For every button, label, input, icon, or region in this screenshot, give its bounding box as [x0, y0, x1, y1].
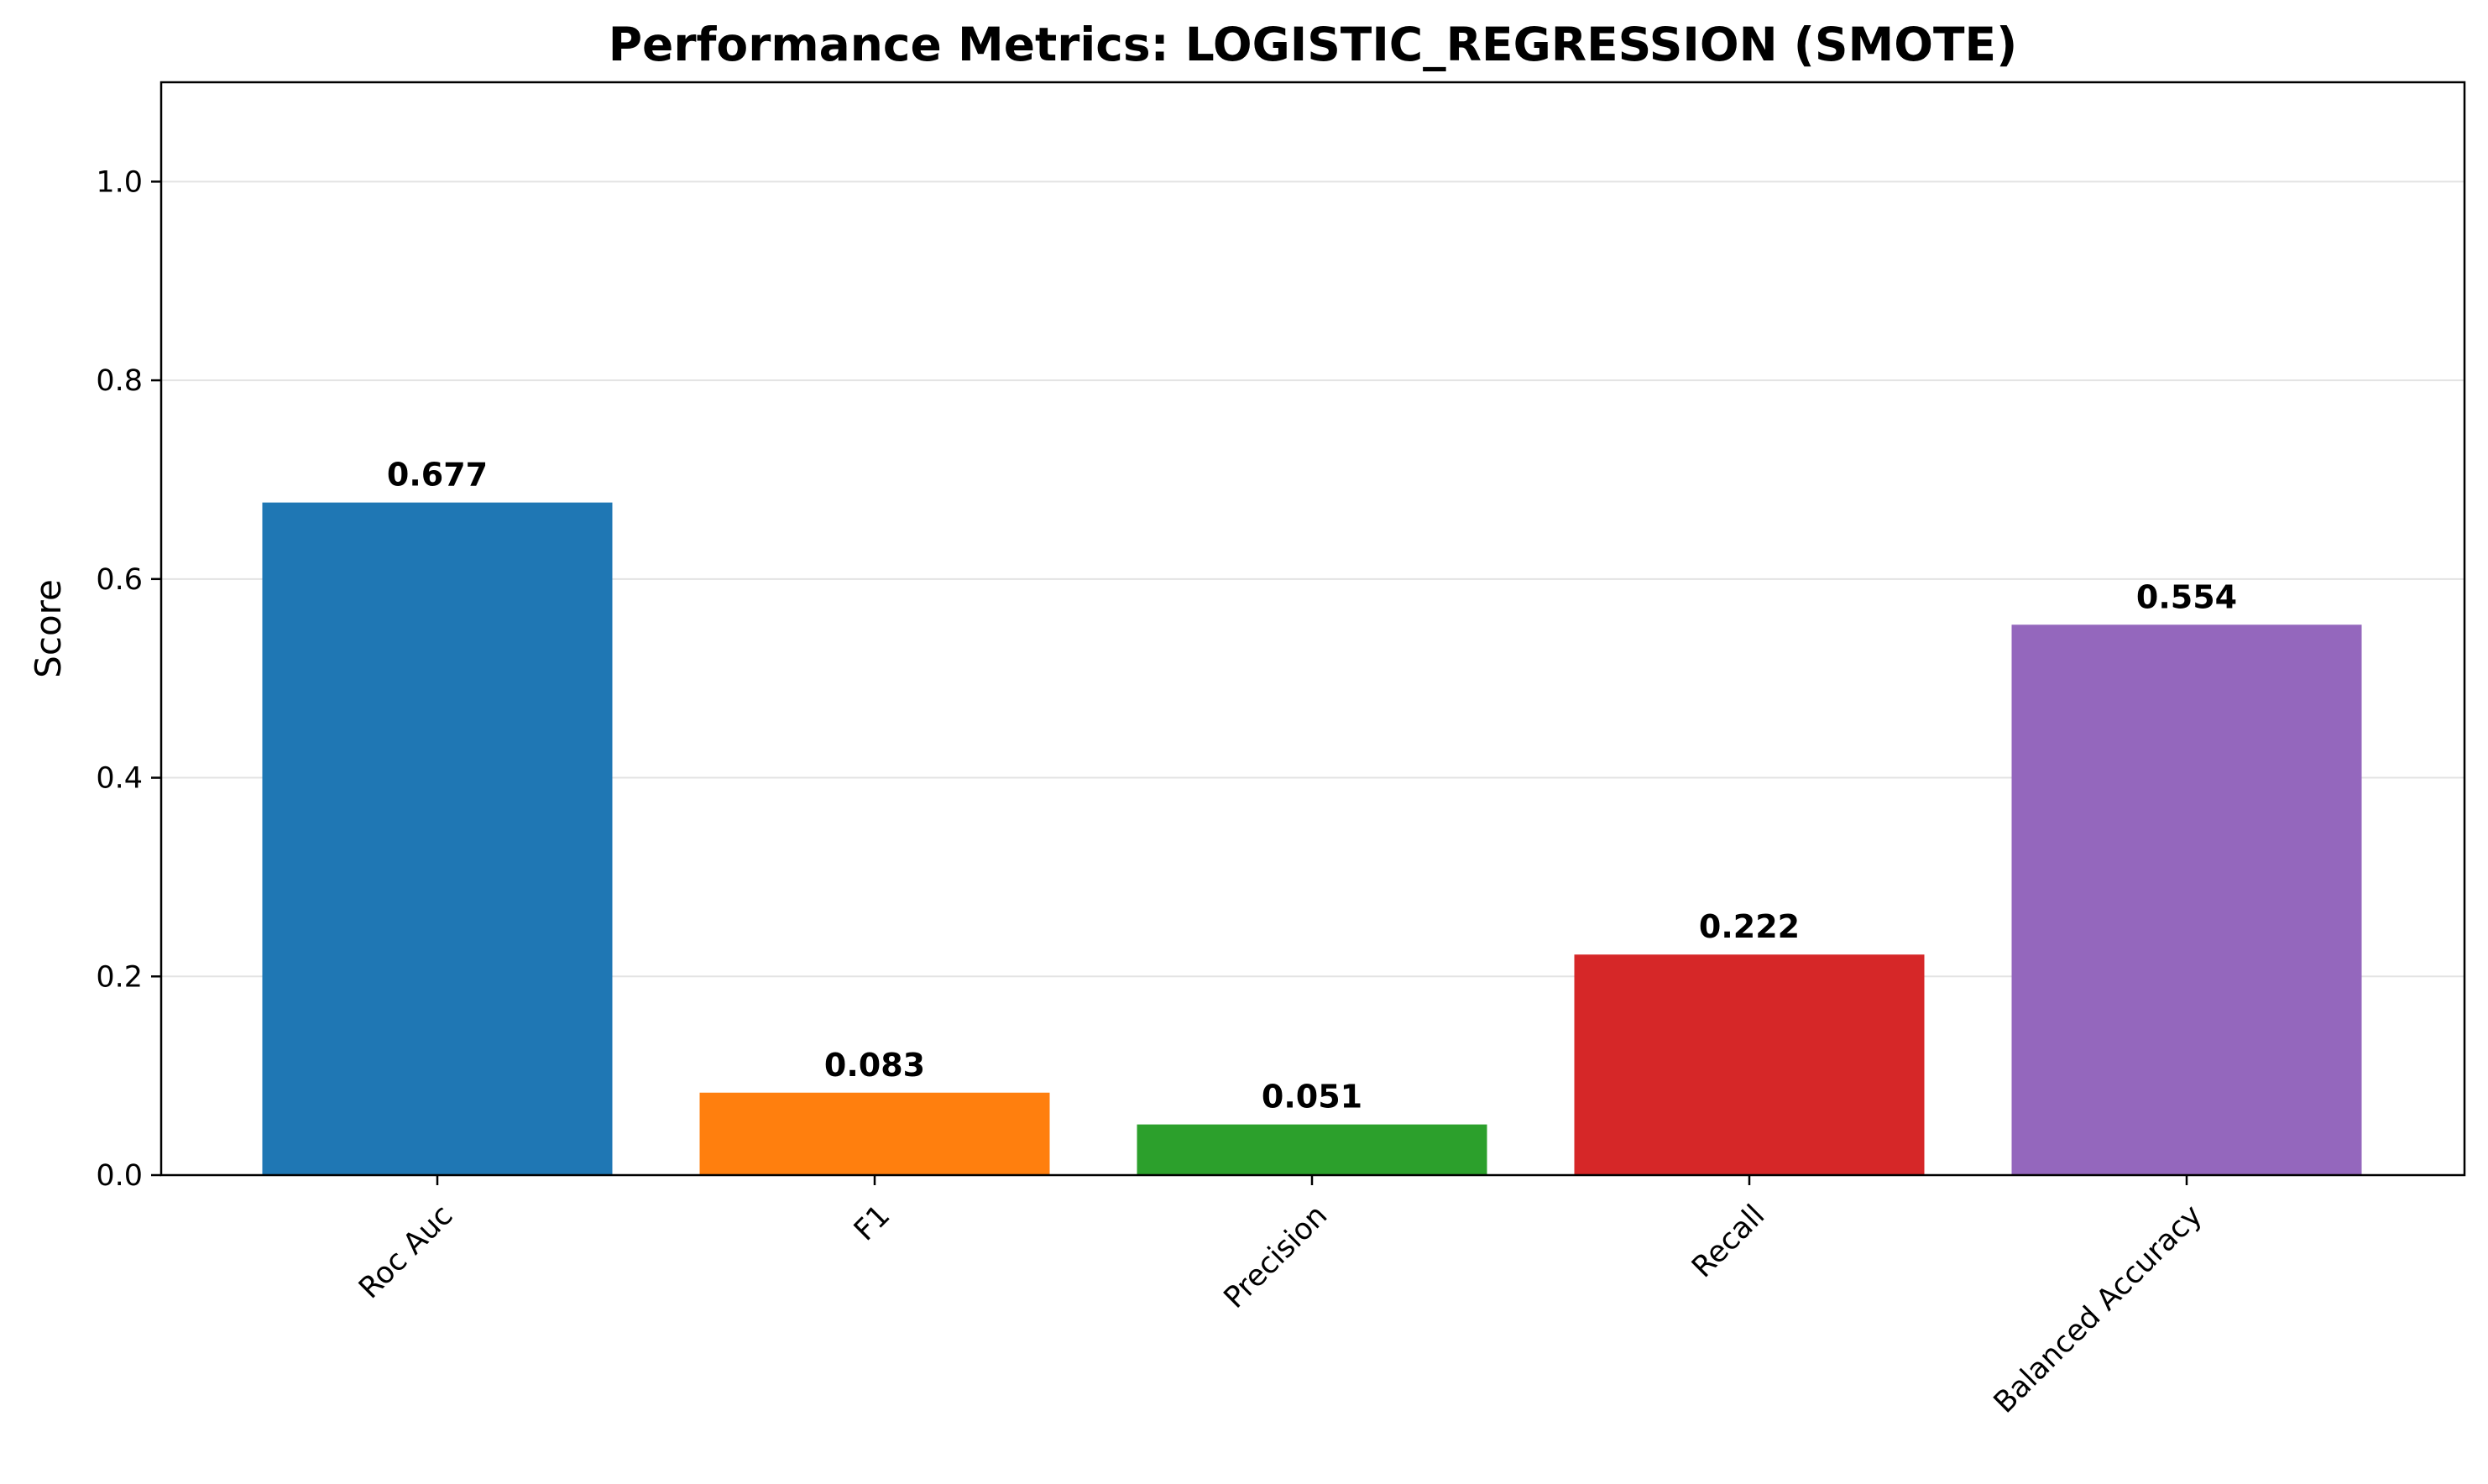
bar-value-label: 0.083 [824, 1047, 925, 1084]
y-tick-label: 0.2 [96, 960, 143, 994]
y-tick-label: 1.0 [96, 165, 143, 199]
bar-value-label: 0.051 [1262, 1079, 1362, 1116]
y-axis-ticks: 0.0 0.2 0.4 0.6 0.8 1.0 [96, 165, 161, 1193]
y-tick-label: 0.0 [96, 1159, 143, 1193]
bar-value-label: 0.554 [2136, 578, 2237, 615]
chart-title: Performance Metrics: LOGISTIC_REGRESSION… [609, 18, 2018, 71]
bar-value-label: 0.222 [1699, 908, 1800, 945]
y-axis-label: Score [28, 579, 69, 678]
bar-f1 [699, 1092, 1050, 1175]
bars [262, 502, 2362, 1175]
bar-value-labels: 0.677 0.083 0.051 0.222 0.554 [387, 457, 2237, 1116]
bar-precision [1137, 1124, 1487, 1175]
bar-roc-auc [262, 502, 613, 1175]
y-tick-label: 0.4 [96, 762, 143, 796]
bar-recall [1574, 954, 1925, 1175]
bar-value-label: 0.677 [387, 457, 488, 494]
y-tick-label: 0.6 [96, 563, 143, 597]
y-tick-label: 0.8 [96, 364, 143, 398]
bar-balanced-accuracy [2011, 624, 2362, 1175]
